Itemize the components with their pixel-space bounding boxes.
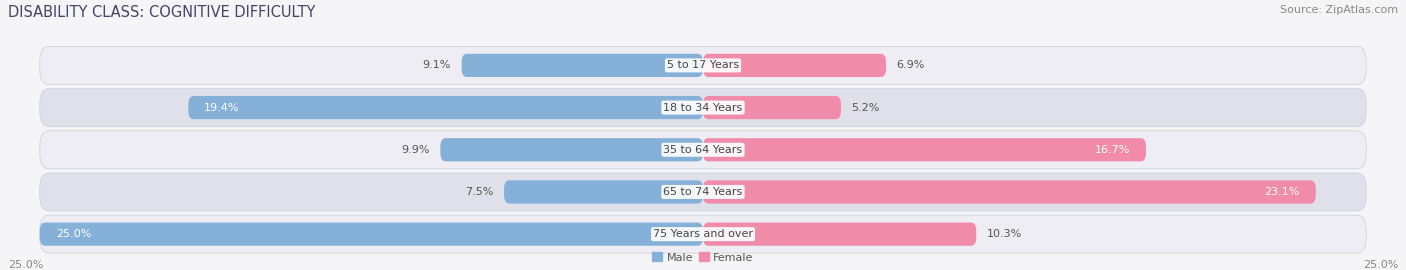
Text: 35 to 64 Years: 35 to 64 Years bbox=[664, 145, 742, 155]
Text: 7.5%: 7.5% bbox=[465, 187, 494, 197]
FancyBboxPatch shape bbox=[703, 54, 886, 77]
FancyBboxPatch shape bbox=[440, 138, 703, 161]
Text: 23.1%: 23.1% bbox=[1264, 187, 1301, 197]
Text: 6.9%: 6.9% bbox=[897, 60, 925, 70]
FancyBboxPatch shape bbox=[703, 180, 1316, 204]
Legend: Male, Female: Male, Female bbox=[648, 248, 758, 267]
FancyBboxPatch shape bbox=[703, 138, 1146, 161]
FancyBboxPatch shape bbox=[703, 222, 976, 246]
FancyBboxPatch shape bbox=[39, 215, 1367, 253]
Text: 16.7%: 16.7% bbox=[1095, 145, 1130, 155]
FancyBboxPatch shape bbox=[39, 173, 1367, 211]
FancyBboxPatch shape bbox=[188, 96, 703, 119]
Text: 18 to 34 Years: 18 to 34 Years bbox=[664, 103, 742, 113]
Text: 19.4%: 19.4% bbox=[204, 103, 240, 113]
FancyBboxPatch shape bbox=[503, 180, 703, 204]
FancyBboxPatch shape bbox=[39, 131, 1367, 169]
Text: 25.0%: 25.0% bbox=[1362, 259, 1398, 269]
Text: 75 Years and over: 75 Years and over bbox=[652, 229, 754, 239]
FancyBboxPatch shape bbox=[703, 96, 841, 119]
Text: 5 to 17 Years: 5 to 17 Years bbox=[666, 60, 740, 70]
Text: 25.0%: 25.0% bbox=[8, 259, 44, 269]
Text: DISABILITY CLASS: COGNITIVE DIFFICULTY: DISABILITY CLASS: COGNITIVE DIFFICULTY bbox=[8, 5, 315, 21]
Text: 9.1%: 9.1% bbox=[423, 60, 451, 70]
FancyBboxPatch shape bbox=[39, 46, 1367, 84]
Text: 10.3%: 10.3% bbox=[987, 229, 1022, 239]
FancyBboxPatch shape bbox=[39, 222, 703, 246]
FancyBboxPatch shape bbox=[39, 89, 1367, 127]
Text: 65 to 74 Years: 65 to 74 Years bbox=[664, 187, 742, 197]
Text: 25.0%: 25.0% bbox=[56, 229, 91, 239]
FancyBboxPatch shape bbox=[461, 54, 703, 77]
Text: Source: ZipAtlas.com: Source: ZipAtlas.com bbox=[1279, 5, 1398, 15]
Text: 5.2%: 5.2% bbox=[852, 103, 880, 113]
Text: 9.9%: 9.9% bbox=[401, 145, 430, 155]
